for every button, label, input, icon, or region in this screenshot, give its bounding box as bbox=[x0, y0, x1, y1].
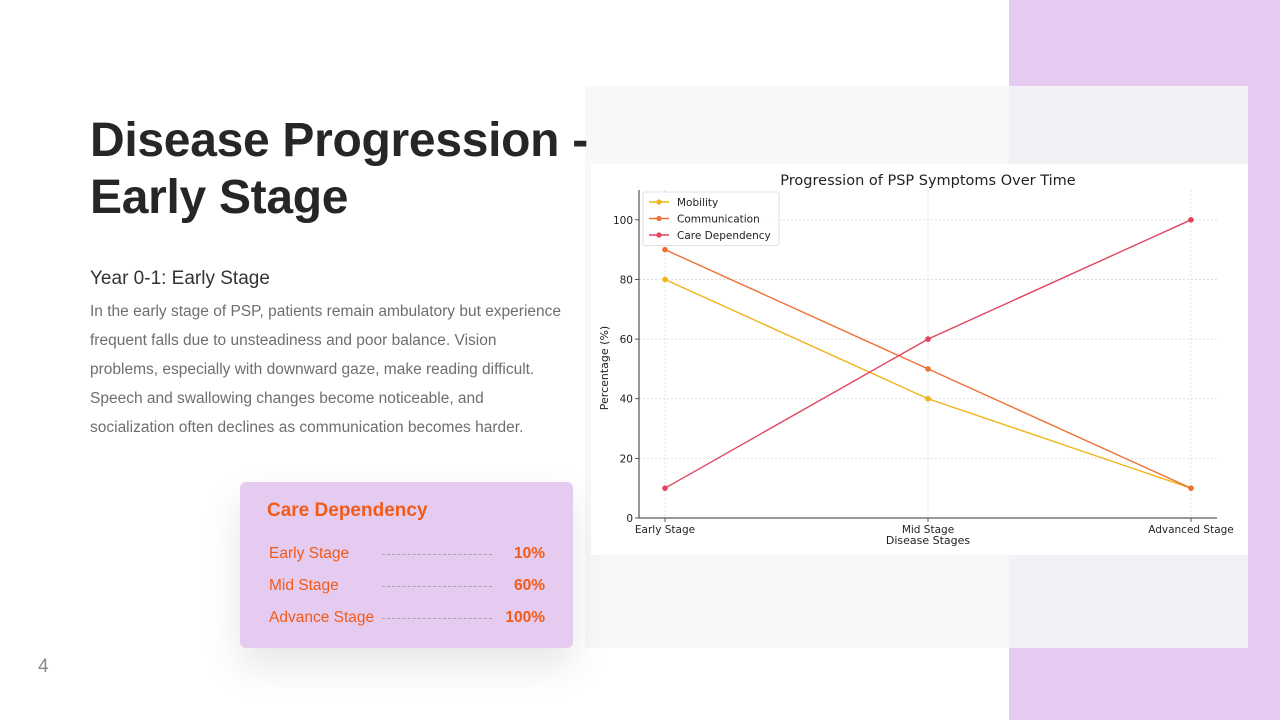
data-point-communication bbox=[662, 246, 668, 253]
data-point-mobility bbox=[662, 276, 668, 283]
legend-swatch-marker bbox=[656, 199, 662, 205]
legend-layer: Mobility Communication Care Dependency bbox=[642, 191, 780, 246]
stage-heading: Year 0-1: Early Stage bbox=[90, 268, 270, 289]
care-row-early: Early Stage 10% bbox=[269, 542, 545, 566]
chart-title: Progression of PSP Symptoms Over Time bbox=[780, 173, 1075, 189]
symptom-progression-chart: 0 20 40 60 80 100 Early Stage Mid Stage Advanced… bbox=[598, 173, 1234, 547]
legend-entry: Communication bbox=[677, 214, 760, 226]
care-row-value: 60% bbox=[513, 577, 545, 594]
legend-entry: Mobility bbox=[677, 197, 718, 209]
care-row-leader bbox=[382, 586, 492, 587]
x-axis-label: Disease Stages bbox=[886, 534, 971, 547]
care-row-value: 100% bbox=[505, 609, 545, 626]
y-tick-label: 0 bbox=[626, 513, 633, 525]
y-tick-label: 40 bbox=[620, 394, 633, 406]
y-axis-label: Percentage (%) bbox=[598, 326, 611, 410]
care-row-mid: Mid Stage 60% bbox=[269, 574, 545, 598]
care-row-advance: Advance Stage 100% bbox=[269, 606, 545, 630]
chart-card: 0 20 40 60 80 100 Early Stage Mid Stage Advanced… bbox=[591, 164, 1248, 555]
x-tick-label: Mid Stage bbox=[902, 524, 954, 536]
data-point-care-dependency bbox=[1188, 217, 1194, 223]
care-row-label: Mid Stage bbox=[269, 577, 339, 594]
legend-swatch-marker bbox=[656, 215, 662, 222]
care-row-value: 10% bbox=[513, 545, 545, 562]
page-number: 4 bbox=[38, 656, 49, 677]
slide-title: Disease Progression - Early Stage bbox=[90, 114, 588, 224]
stage-description: In the early stage of PSP, patients rema… bbox=[90, 303, 562, 436]
care-card-title: Care Dependency bbox=[267, 500, 428, 521]
care-dependency-card: Care Dependency Early Stage 10% Mid Stag… bbox=[240, 482, 573, 648]
data-point-mobility bbox=[925, 395, 931, 402]
legend-swatch-marker bbox=[656, 232, 662, 238]
y-tick-label: 100 bbox=[613, 215, 633, 227]
data-point-care-dependency bbox=[662, 485, 668, 491]
legend-entry: Care Dependency bbox=[677, 230, 771, 242]
data-point-communication bbox=[1188, 485, 1194, 491]
x-tick-label: Early Stage bbox=[635, 524, 695, 536]
legend-box bbox=[642, 191, 780, 246]
care-row-label: Early Stage bbox=[269, 545, 350, 562]
care-row-label: Advance Stage bbox=[269, 609, 375, 626]
y-tick-label: 80 bbox=[620, 274, 633, 286]
care-row-leader bbox=[382, 554, 492, 555]
data-point-care-dependency bbox=[925, 336, 931, 342]
y-tick-label: 60 bbox=[620, 334, 633, 346]
y-tick-label: 20 bbox=[620, 453, 633, 465]
x-tick-label: Advanced Stage bbox=[1148, 524, 1234, 536]
data-point-communication bbox=[925, 366, 931, 372]
series-layer bbox=[662, 217, 1194, 491]
axes-layer: 0 20 40 60 80 100 Early Stage Mid Stage Advanced… bbox=[613, 190, 1234, 536]
care-row-leader bbox=[382, 618, 492, 619]
